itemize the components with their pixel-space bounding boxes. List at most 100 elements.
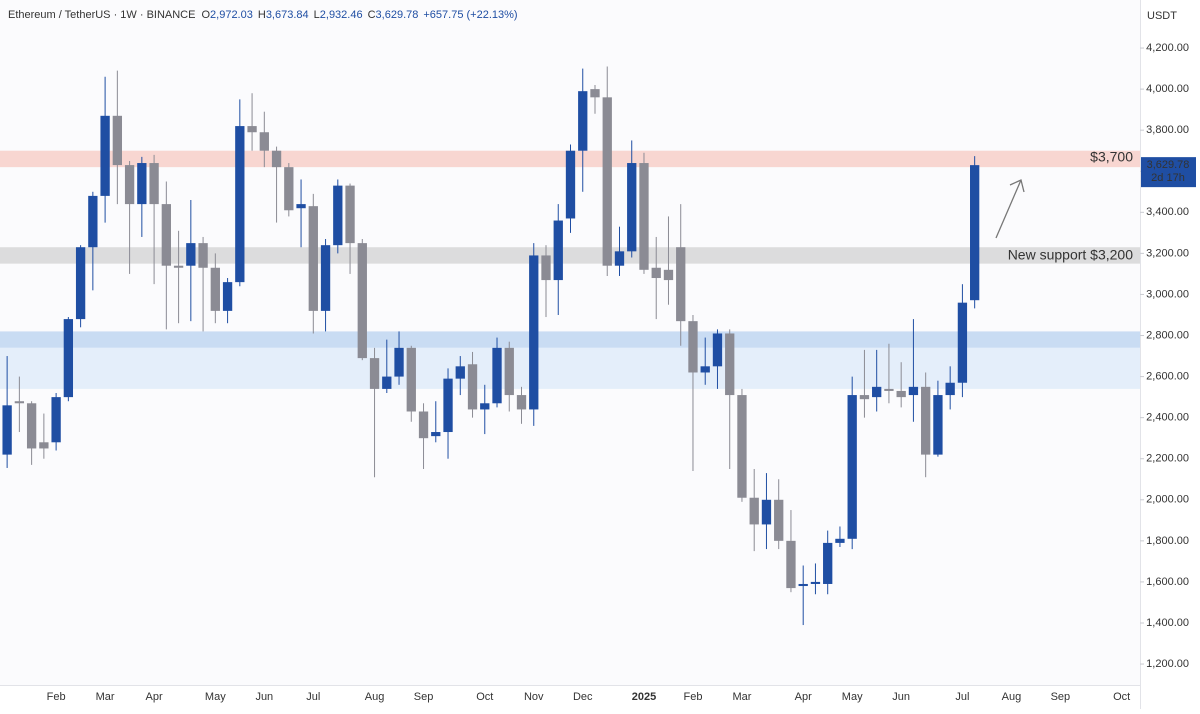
x-tick-label: Oct [476, 691, 493, 703]
candle-body [369, 358, 380, 389]
price-zone [0, 347, 1140, 389]
y-tick-label: 3,200.00 [1146, 247, 1189, 259]
y-tick-label: 2,400.00 [1146, 412, 1189, 424]
x-tick-label: Apr [146, 691, 163, 703]
candle-body [308, 206, 318, 311]
candle-body [406, 347, 416, 412]
candle-body [247, 126, 257, 133]
candle-body [602, 97, 612, 266]
candle-body [908, 386, 919, 396]
y-tick-label: 2,000.00 [1146, 494, 1189, 506]
candle-body [443, 378, 453, 433]
candle-body [467, 364, 478, 410]
last-price: 3,629.78 [1147, 159, 1190, 171]
zone-label: New support $3,200 [1008, 247, 1134, 263]
y-tick-label: 3,000.00 [1146, 288, 1189, 300]
candle-body [222, 282, 233, 311]
candle-body [100, 115, 110, 196]
candle-body [553, 220, 563, 281]
candle-body [541, 255, 551, 281]
y-tick-label: 1,600.00 [1146, 576, 1189, 588]
candle-body [688, 321, 698, 373]
x-tick-label: Nov [524, 691, 544, 703]
header-ohlc-label: O [201, 9, 210, 21]
candle-body [663, 269, 674, 281]
candle-body [651, 267, 661, 279]
candle-body [529, 255, 539, 410]
header-ohlc-value: 3,629.78 [376, 9, 419, 21]
candle-body [235, 126, 245, 283]
candle-body [39, 442, 49, 449]
x-tick-label: May [205, 691, 226, 703]
candle-body [75, 247, 86, 320]
y-tick-label: 2,200.00 [1146, 453, 1189, 465]
candle-body [749, 497, 759, 525]
candle-body [26, 403, 37, 449]
candle-body [957, 302, 968, 383]
candle-body [859, 395, 870, 400]
y-tick-label: 4,200.00 [1146, 42, 1189, 54]
candle-body [590, 89, 600, 98]
candle-body [2, 405, 12, 455]
currency[interactable]: USDT [1147, 10, 1177, 22]
candle-body [394, 347, 404, 377]
x-tick-label: Jun [892, 691, 910, 703]
x-tick-label: Feb [683, 691, 702, 703]
candle-body [504, 347, 514, 396]
candle-body [614, 251, 625, 266]
last-price-box [1141, 157, 1196, 188]
candle-body [345, 185, 355, 244]
candle-body [945, 382, 955, 396]
candle-body [14, 401, 25, 404]
candle-body [210, 267, 220, 311]
candle-body [798, 583, 808, 587]
x-tick-label: Sep [414, 691, 434, 703]
x-tick-label: May [842, 691, 863, 703]
y-tick-label: 3,400.00 [1146, 206, 1189, 218]
x-tick-label: Aug [365, 691, 385, 703]
candle-body [198, 243, 208, 268]
header-ohlc-value: 3,673.84 [266, 9, 309, 21]
candle-body [333, 185, 343, 246]
header-ohlc-value: 2,932.46 [320, 9, 363, 21]
x-tick-label: Jul [306, 691, 320, 703]
candle-body [970, 165, 980, 301]
candle-body [431, 432, 441, 437]
y-tick-label: 1,200.00 [1146, 658, 1189, 670]
header-symbol: Ethereum / TetherUS · 1W · BINANCE [8, 9, 195, 21]
y-tick-label: 3,800.00 [1146, 124, 1189, 136]
candle-body [88, 195, 98, 248]
header: Ethereum / TetherUS · 1W · BINANCE O2,972… [8, 9, 518, 21]
y-tick-label: 4,000.00 [1146, 83, 1189, 95]
candle-body [480, 403, 490, 410]
candles [2, 66, 980, 626]
candle-body [124, 165, 135, 205]
candle-body [712, 333, 723, 367]
candle-body [357, 243, 367, 359]
candle-body [921, 386, 931, 455]
header-ohlc-label: L [314, 9, 320, 21]
candle-body [676, 247, 686, 322]
candle-body [627, 163, 637, 252]
x-tick-label: Apr [795, 691, 812, 703]
countdown: 2d 17h [1151, 172, 1185, 184]
x-tick-label: Feb [47, 691, 66, 703]
candle-body [933, 395, 943, 455]
candle-body [149, 163, 159, 205]
candle-body [51, 397, 61, 443]
candle-body [455, 366, 465, 379]
candle-body [418, 411, 429, 439]
candle-body [774, 499, 784, 541]
candle-body [725, 333, 735, 396]
x-tick-label: Aug [1002, 691, 1022, 703]
x-tick-label: Jul [955, 691, 969, 703]
candle-body [382, 376, 392, 389]
currency-box[interactable] [1143, 4, 1181, 26]
candle-body [284, 167, 294, 211]
y-tick-label: 2,800.00 [1146, 329, 1189, 341]
candle-body [173, 265, 184, 268]
candle-body [259, 132, 269, 151]
candle-body [296, 204, 306, 209]
